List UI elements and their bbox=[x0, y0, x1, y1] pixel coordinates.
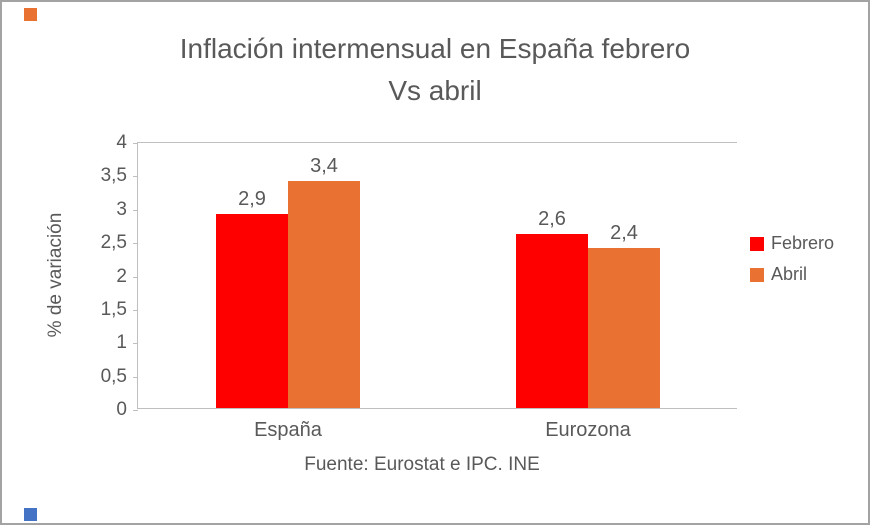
y-tick-mark bbox=[133, 143, 138, 144]
legend: Febrero Abril bbox=[750, 233, 834, 285]
corner-marker-bottom-left bbox=[24, 508, 37, 521]
x-category-label: Eurozona bbox=[545, 419, 631, 441]
source-note: Fuente: Eurostat e IPC. INE bbox=[304, 454, 540, 475]
legend-swatch bbox=[750, 236, 764, 251]
bar-febrero-españa bbox=[216, 214, 288, 408]
bar-value-label: 3,4 bbox=[310, 155, 338, 178]
chart-title-line-2: Vs abril bbox=[388, 75, 482, 106]
y-tick-label: 4 bbox=[116, 132, 127, 153]
bar-abril-españa bbox=[288, 181, 360, 408]
y-tick-mark bbox=[133, 209, 138, 211]
y-tick-mark bbox=[133, 410, 138, 411]
legend-item-abril: Abril bbox=[750, 264, 834, 285]
corner-marker-top-left bbox=[24, 8, 37, 21]
y-tick-mark bbox=[133, 276, 138, 278]
bar-febrero-eurozona bbox=[516, 234, 588, 408]
plot-area: 4 3,5 3 2,5 2 1,5 1 0,5 0 España 2,9 3,4 Eurozona 2,6… bbox=[101, 132, 737, 441]
y-tick-mark bbox=[133, 376, 138, 378]
legend-swatch bbox=[750, 267, 764, 282]
legend-item-febrero: Febrero bbox=[750, 233, 834, 254]
y-tick-label: 2 bbox=[116, 265, 127, 287]
legend-label: Febrero bbox=[771, 233, 835, 253]
y-tick-label: 2,5 bbox=[100, 232, 127, 254]
bar-value-label: 2,6 bbox=[538, 208, 566, 231]
bar-value-label: 2,4 bbox=[610, 221, 638, 244]
y-tick-label: 1,5 bbox=[100, 298, 127, 320]
chart-title: Inflación intermensual en España febrero… bbox=[2, 28, 868, 112]
y-tick-mark bbox=[133, 243, 138, 245]
y-tick-label: 3,5 bbox=[100, 165, 127, 187]
y-tick-label: 1 bbox=[116, 332, 127, 354]
y-axis-title: % de variación bbox=[45, 212, 66, 338]
x-category-label: España bbox=[254, 419, 322, 441]
bar-abril-eurozona bbox=[588, 247, 660, 408]
bar-value-label: 2,9 bbox=[238, 188, 266, 211]
legend-label: Abril bbox=[771, 264, 808, 284]
y-tick-label: 0,5 bbox=[100, 365, 127, 387]
y-tick-mark bbox=[133, 309, 138, 311]
chart-title-line-1: Inflación intermensual en España febrero bbox=[179, 33, 691, 64]
y-tick-mark bbox=[133, 343, 138, 345]
y-tick-mark bbox=[133, 176, 138, 178]
y-tick-label: 0 bbox=[116, 399, 127, 420]
y-tick-label: 3 bbox=[116, 198, 127, 220]
